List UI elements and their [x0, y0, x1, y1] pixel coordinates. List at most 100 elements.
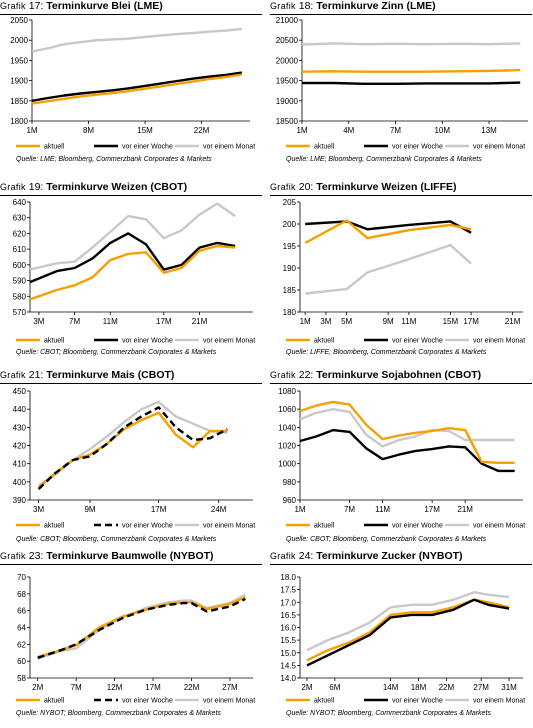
- x-tick-label: 24M: [211, 505, 227, 514]
- y-tick-label: 1800: [10, 117, 28, 126]
- y-tick-label: 2050: [10, 16, 28, 25]
- y-tick-label: 1950: [10, 56, 28, 65]
- y-tick-label: 195: [283, 242, 297, 251]
- x-tick-label: 17M: [151, 505, 167, 514]
- chart-svg: 58 60 62 64 66 68 70 2M 7M 12M 17M 22M 27M aktuell vor…: [16, 573, 255, 705]
- y-tick-label: 185: [283, 286, 297, 295]
- series-line-aktuell: [37, 596, 246, 659]
- grafik-number: 18:: [298, 0, 314, 12]
- title-divider: [270, 195, 532, 196]
- title-divider: [0, 195, 262, 196]
- title-divider: [0, 14, 262, 15]
- grafik-label: Grafik: [270, 182, 296, 192]
- x-tick-label: 7M: [390, 126, 401, 135]
- x-tick-label: 1M: [26, 126, 37, 135]
- y-tick-label: 590: [13, 277, 27, 286]
- legend-label-monat: vor einem Monat: [473, 523, 525, 530]
- chart-title: Grafik 17: Terminkurve Blei (LME): [0, 0, 163, 12]
- x-tick-label: 1M: [300, 317, 311, 326]
- series-line-woche: [37, 597, 246, 659]
- series-line-monat: [29, 202, 236, 271]
- chart-panel-sojabohnen-cbot: Grafik 22: Terminkurve Sojabohnen (CBOT)…: [270, 369, 533, 547]
- series-line-woche: [31, 71, 243, 102]
- legend-label-aktuell: aktuell: [44, 338, 65, 345]
- grafik-number: 19:: [28, 181, 44, 193]
- y-tick-label: 18.0: [280, 573, 296, 582]
- chart-title: Grafik 18: Terminkurve Zinn (LME): [270, 0, 436, 12]
- series-line-monat: [305, 243, 472, 295]
- y-tick-label: 440: [13, 405, 27, 414]
- legend-label-aktuell: aktuell: [44, 523, 65, 530]
- x-tick-label: 12M: [107, 683, 123, 692]
- grafik-label: Grafik: [0, 182, 26, 192]
- y-tick-label: 58: [17, 674, 26, 683]
- legend-label-monat: vor einem Monat: [203, 523, 255, 530]
- x-tick-label: 27M: [473, 683, 489, 692]
- y-tick-label: 390: [13, 496, 27, 505]
- chart-panel-baumwolle-nybot: Grafik 23: Terminkurve Baumwolle (NYBOT)…: [0, 550, 264, 728]
- grafik-label: Grafik: [0, 1, 26, 11]
- x-tick-label: 22M: [194, 126, 210, 135]
- x-tick-label: 31M: [501, 683, 517, 692]
- series-line-woche: [37, 406, 228, 490]
- legend-label-woche: vor einer Woche: [122, 144, 173, 151]
- legend-label-aktuell: aktuell: [314, 144, 335, 151]
- grafik-label: Grafik: [270, 370, 296, 380]
- series-line-monat: [306, 591, 510, 652]
- y-tick-label: 1000: [278, 460, 296, 469]
- y-tick-label: 19000: [276, 97, 299, 106]
- grafik-label: Grafik: [270, 1, 296, 11]
- chart-title-text: Terminkurve Zinn (LME): [316, 0, 436, 12]
- x-tick-label: 1M: [294, 505, 305, 514]
- series-line-woche: [29, 232, 236, 284]
- chart-panel-blei-lme: Grafik 17: Terminkurve Blei (LME) 1800 18…: [0, 0, 264, 178]
- x-tick-label: 27M: [222, 683, 238, 692]
- series-line-aktuell: [304, 219, 472, 244]
- x-tick-label: 9M: [383, 317, 394, 326]
- x-tick-label: 4M: [343, 126, 354, 135]
- x-tick-label: 10M: [434, 126, 450, 135]
- series-line-monat: [31, 27, 243, 53]
- y-tick-label: 21000: [276, 16, 299, 25]
- chart-title-text: Terminkurve Sojabohnen (CBOT): [316, 369, 482, 381]
- chart-title: Grafik 23: Terminkurve Baumwolle (NYBOT): [0, 550, 214, 562]
- y-tick-label: 1080: [278, 387, 296, 396]
- x-tick-label: 21M: [505, 317, 521, 326]
- y-tick-label: 62: [17, 640, 26, 649]
- legend-label-woche: vor einer Woche: [392, 338, 443, 345]
- legend-label-monat: vor einem Monat: [473, 144, 525, 151]
- y-tick-label: 610: [13, 245, 27, 254]
- series-line-woche: [305, 220, 472, 234]
- series-line-aktuell: [37, 411, 228, 489]
- y-tick-label: 205: [283, 198, 297, 207]
- y-tick-label: 1850: [10, 97, 28, 106]
- x-tick-label: 1M: [296, 126, 307, 135]
- grafik-number: 20:: [298, 181, 314, 193]
- chart-svg: 390 400 410 420 430 440 450 3M 9M 17M 24M aktuell vo…: [13, 387, 256, 530]
- x-tick-label: 18M: [411, 683, 427, 692]
- series-line-monat: [37, 400, 228, 487]
- legend-label-woche: vor einer Woche: [392, 523, 443, 530]
- y-tick-label: 15.0: [280, 649, 296, 658]
- x-tick-label: 17M: [145, 683, 161, 692]
- y-tick-label: 980: [283, 478, 297, 487]
- x-tick-label: 11M: [103, 317, 118, 326]
- title-divider: [0, 383, 262, 384]
- legend-label-woche: vor einer Woche: [122, 523, 173, 530]
- x-tick-label: 2M: [32, 683, 43, 692]
- y-tick-label: 17.0: [280, 598, 296, 607]
- x-tick-label: 13M: [481, 126, 497, 135]
- title-divider: [270, 14, 532, 15]
- legend-label-aktuell: aktuell: [314, 698, 335, 705]
- legend-label-aktuell: aktuell: [44, 144, 65, 151]
- title-divider: [270, 383, 532, 384]
- y-tick-label: 20000: [276, 56, 299, 65]
- grafik-number: 17:: [28, 0, 44, 12]
- chart-source: Quelle: CBOT; Bloomberg, Commerzbank Cor…: [286, 536, 487, 543]
- y-tick-label: 640: [13, 198, 27, 207]
- chart-title-text: Terminkurve Weizen (CBOT): [46, 181, 188, 193]
- y-tick-label: 60: [17, 657, 26, 666]
- series-line-woche: [306, 598, 510, 667]
- y-tick-label: 180: [283, 308, 297, 317]
- x-tick-label: 15M: [137, 126, 153, 135]
